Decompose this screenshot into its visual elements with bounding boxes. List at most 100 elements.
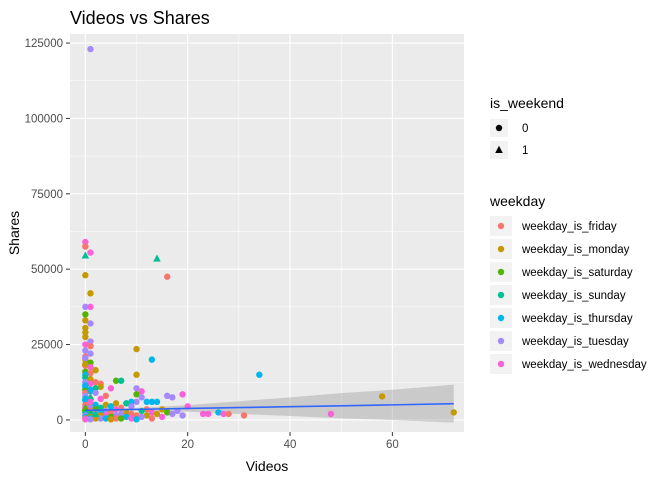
data-point	[87, 45, 94, 53]
data-point	[87, 386, 94, 393]
confidence-band	[85, 384, 454, 423]
data-point	[82, 416, 89, 423]
data-point	[102, 415, 110, 422]
data-point	[92, 366, 99, 374]
data-point	[148, 415, 156, 422]
data-point	[87, 342, 94, 350]
legend-color-label: weekday_is_friday	[521, 221, 617, 233]
legend-color-key	[497, 314, 505, 322]
data-point	[128, 403, 135, 410]
data-point	[378, 393, 386, 400]
data-point	[133, 391, 140, 398]
legend-triangle-key	[495, 145, 503, 153]
data-point	[123, 400, 130, 407]
legend-color-title: weekday	[489, 193, 545, 209]
data-point	[153, 398, 161, 406]
data-point	[133, 398, 140, 406]
legend-circle-key	[495, 124, 503, 132]
data-point	[133, 345, 140, 353]
data-point	[133, 385, 140, 392]
data-point	[82, 354, 89, 362]
data-point	[148, 409, 156, 416]
data-point	[107, 385, 115, 392]
data-point	[112, 400, 120, 407]
x-tick-label: 40	[284, 439, 297, 451]
data-point	[327, 410, 335, 418]
data-point	[107, 409, 115, 416]
data-point	[82, 329, 89, 336]
data-point-triangle	[153, 254, 161, 262]
data-point	[82, 272, 89, 279]
data-point	[82, 311, 89, 318]
data-point-triangle	[86, 393, 95, 401]
data-point	[215, 409, 222, 416]
y-tick-label: 125000	[25, 38, 63, 50]
data-point	[82, 303, 89, 311]
data-point	[158, 413, 166, 421]
y-tick-label: 75000	[31, 189, 63, 201]
data-point	[87, 376, 94, 383]
data-point	[87, 303, 94, 311]
data-point	[164, 409, 171, 416]
data-point	[138, 413, 145, 421]
y-axis: 0 25000 50000 75000 100000 125000	[25, 38, 70, 427]
data-point	[179, 391, 186, 398]
data-point	[87, 290, 94, 297]
data-point	[169, 410, 176, 418]
legend-color-label: weekday_is_wednesday	[521, 359, 647, 371]
data-point	[82, 341, 89, 348]
data-point-triangle	[81, 403, 90, 411]
legend-color-label: weekday_is_monday	[521, 244, 630, 256]
data-point	[92, 385, 99, 392]
data-point	[133, 371, 140, 378]
legend-color-label: weekday_is_sunday	[521, 290, 626, 302]
data-point	[102, 401, 110, 409]
data-point	[117, 410, 125, 418]
data-point	[82, 243, 89, 250]
legend-color-label: weekday_is_thursday	[521, 313, 633, 325]
y-axis-title: Shares	[6, 211, 22, 255]
chart-title: Videos vs Shares	[70, 8, 210, 28]
data-point	[128, 410, 135, 418]
data-point	[138, 394, 145, 401]
data-point	[153, 410, 161, 418]
data-point	[87, 370, 94, 377]
data-point	[107, 403, 115, 410]
data-point	[87, 416, 94, 423]
data-point	[92, 379, 99, 386]
data-point	[179, 412, 186, 419]
data-point	[112, 415, 120, 422]
data-point	[143, 398, 150, 406]
data-point	[107, 416, 115, 423]
data-point	[204, 410, 212, 418]
y-tick-label: 25000	[31, 340, 63, 352]
data-point	[102, 392, 110, 400]
data-point	[117, 377, 125, 384]
legend-color-key	[497, 337, 505, 345]
x-axis-title: Videos	[246, 458, 289, 474]
legend-color-key	[497, 268, 505, 276]
data-point	[240, 412, 248, 419]
legend-color-key	[497, 245, 505, 253]
data-point	[148, 398, 156, 406]
data-point	[128, 415, 135, 422]
data-point	[82, 347, 89, 354]
data-point	[92, 401, 99, 409]
data-point	[133, 416, 140, 423]
data-point-triangle	[91, 409, 100, 417]
data-point	[220, 410, 227, 418]
data-point	[87, 398, 94, 406]
legend-color-label: weekday_is_tuesday	[521, 336, 629, 348]
data-point	[117, 415, 125, 422]
legend-color-key	[497, 360, 505, 368]
data-point	[199, 410, 207, 418]
data-point	[82, 395, 89, 403]
data-point	[87, 359, 94, 366]
x-axis: 0 20 40 60	[82, 432, 399, 451]
legend-color-label: weekday_is_saturday	[521, 267, 633, 279]
data-point	[82, 238, 89, 246]
data-point	[87, 380, 94, 387]
data-point	[143, 412, 150, 419]
data-point	[450, 409, 457, 416]
